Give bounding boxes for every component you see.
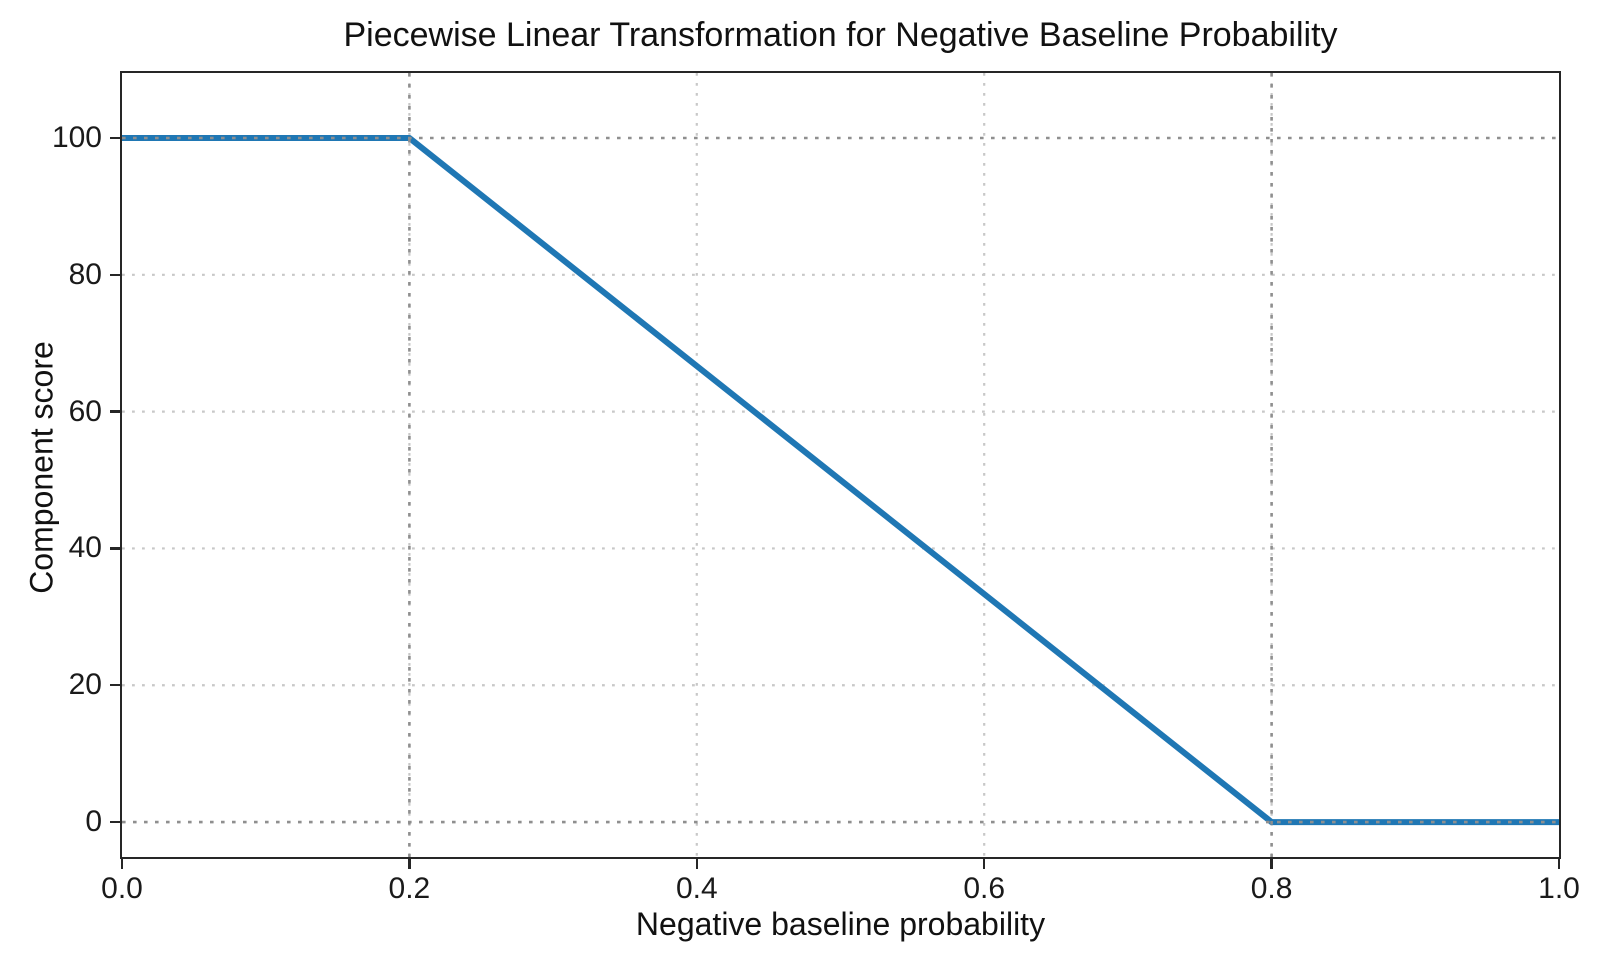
x-tick-label: 0.8 xyxy=(1250,872,1293,905)
y-tick-label: 40 xyxy=(68,531,102,565)
x-tick-label: 0.2 xyxy=(388,872,431,905)
y-tick-mark xyxy=(110,410,122,413)
x-tick-mark xyxy=(120,857,124,869)
x-tick-mark xyxy=(1557,857,1561,869)
y-tick-label: 100 xyxy=(51,120,102,154)
plot-area xyxy=(119,70,1561,859)
x-tick-mark xyxy=(983,857,986,869)
series-line xyxy=(121,134,1559,825)
x-tick-mark xyxy=(695,857,698,869)
y-tick-label: 80 xyxy=(68,257,102,291)
y-tick-label: 20 xyxy=(68,668,102,702)
plot-canvas xyxy=(121,72,1559,857)
x-tick-label: 0.4 xyxy=(675,872,718,905)
y-tick-mark xyxy=(110,820,122,824)
x-tick-mark xyxy=(408,857,411,869)
y-tick-mark xyxy=(110,547,122,550)
x-tick-mark xyxy=(1270,857,1273,869)
y-tick-mark xyxy=(110,136,122,140)
y-tick-mark xyxy=(110,684,122,687)
x-tick-label: 0.6 xyxy=(963,872,1006,905)
y-tick-label: 0 xyxy=(85,805,102,839)
y-tick-mark xyxy=(110,273,122,276)
x-tick-label: 0.0 xyxy=(101,872,143,905)
chart-title: Piecewise Linear Transformation for Nega… xyxy=(343,16,1338,54)
x-axis-label: Negative baseline probability xyxy=(635,906,1046,942)
y-axis-label: Component score xyxy=(23,341,60,594)
y-tick-label: 60 xyxy=(68,394,102,428)
x-tick-label: 1.0 xyxy=(1538,872,1580,905)
